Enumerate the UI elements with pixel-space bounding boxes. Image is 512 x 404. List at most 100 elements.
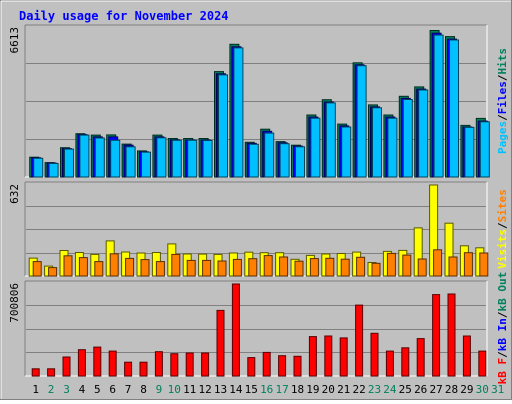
bar-kb-f-day-19	[308, 336, 317, 377]
x-tick-label-6: 6	[109, 383, 116, 396]
bar-kb-f-day-13	[216, 309, 225, 377]
bar-sites-day-20	[325, 257, 335, 277]
bar-sites-day-28	[448, 256, 458, 277]
kbytes-panel-area	[25, 281, 487, 376]
x-tick-label-5: 5	[94, 383, 101, 396]
bar-pages-day-11	[187, 139, 198, 178]
x-tick-label-13: 13	[214, 383, 227, 396]
x-tick-label-29: 29	[460, 383, 473, 396]
bar-sites-day-8	[140, 259, 150, 277]
bar-pages-day-22	[356, 65, 367, 178]
bar-sites-day-1	[32, 261, 42, 277]
legend-label-part: kB In	[496, 318, 509, 351]
bar-pages-day-25	[402, 99, 413, 178]
bar-kb-f-day-29	[462, 335, 471, 377]
bar-sites-day-6	[109, 253, 119, 277]
bar-sites-day-24	[386, 252, 396, 277]
bar-pages-day-3	[64, 148, 74, 178]
bar-pages-day-13	[218, 74, 228, 178]
x-tick-label-30: 30	[476, 383, 489, 396]
chart-title: Daily usage for November 2024	[19, 9, 229, 23]
legend-label-part: /	[496, 74, 509, 81]
bar-kb-f-day-18	[293, 355, 302, 377]
bar-sites-day-10	[171, 253, 181, 277]
bar-sites-day-18	[294, 260, 304, 277]
bar-pages-day-18	[295, 146, 305, 178]
bar-pages-day-14	[233, 47, 244, 178]
bar-kb-f-day-2	[47, 368, 56, 377]
bar-sites-day-2	[48, 267, 58, 277]
bar-sites-day-5	[94, 261, 104, 277]
legend-label-part: /	[496, 222, 509, 229]
bar-pages-day-29	[464, 126, 475, 178]
bar-sites-day-16	[263, 255, 273, 277]
x-tick-label-27: 27	[429, 383, 442, 396]
x-tick-label-1: 1	[32, 383, 39, 396]
y-max-label: 6613	[8, 27, 21, 54]
bar-sites-day-3	[63, 255, 73, 277]
bar-sites-day-21	[340, 258, 350, 277]
bar-pages-day-4	[79, 134, 90, 178]
x-tick-label-25: 25	[399, 383, 412, 396]
bar-kb-f-day-10	[170, 353, 179, 377]
series-legend-label: Visits/Sites	[496, 189, 509, 269]
x-tick-label-12: 12	[198, 383, 211, 396]
bar-sites-day-19	[309, 258, 319, 277]
x-tick-label-9: 9	[156, 383, 163, 396]
x-tick-label-28: 28	[445, 383, 458, 396]
x-tick-label-8: 8	[140, 383, 147, 396]
x-tick-label-3: 3	[63, 383, 70, 396]
chart-panels: 6613Pages/Files/Hits632Visits/Sites70080…	[8, 24, 509, 385]
x-tick-label-4: 4	[79, 383, 86, 396]
bar-pages-day-19	[310, 117, 321, 178]
bar-sites-day-4	[78, 257, 88, 277]
bar-sites-day-27	[433, 249, 443, 277]
bar-kb-f-day-20	[324, 335, 333, 377]
bar-sites-day-22	[356, 256, 366, 277]
bar-kb-f-day-22	[355, 304, 364, 377]
bar-kb-f-day-14	[231, 283, 240, 377]
bar-pages-day-12	[202, 140, 213, 178]
bar-sites-day-13	[217, 260, 227, 277]
bar-sites-day-23	[371, 262, 381, 277]
x-tick-label-16: 16	[260, 383, 273, 396]
x-tick-label-22: 22	[352, 383, 365, 396]
bar-pages-day-21	[341, 126, 352, 178]
x-tick-label-21: 21	[337, 383, 350, 396]
bar-pages-day-20	[325, 102, 336, 178]
x-tick-label-17: 17	[275, 383, 288, 396]
bar-kb-f-day-6	[108, 350, 117, 377]
y-max-label: 632	[8, 184, 21, 204]
bar-kb-f-day-1	[31, 368, 40, 377]
bar-kb-f-day-16	[262, 351, 271, 377]
x-tick-label-11: 11	[183, 383, 196, 396]
legend-label-part: Sites	[496, 189, 509, 222]
x-tick-label-31: 31	[491, 383, 504, 396]
bar-pages-day-30	[479, 121, 490, 178]
bar-kb-f-day-9	[154, 351, 163, 377]
x-tick-label-24: 24	[383, 383, 397, 396]
bar-pages-day-10	[171, 139, 182, 178]
bar-pages-day-7	[125, 146, 136, 178]
legend-label-part: Files	[496, 81, 509, 114]
bar-kb-f-day-28	[447, 293, 456, 377]
x-tick-label-23: 23	[368, 383, 381, 396]
bar-sites-day-9	[155, 261, 165, 277]
bar-pages-day-15	[248, 143, 259, 178]
bar-pages-day-28	[449, 39, 459, 178]
bar-pages-day-24	[387, 117, 398, 178]
bar-sites-day-11	[186, 259, 196, 277]
bar-pages-day-8	[141, 151, 151, 178]
legend-label-part: Hits	[496, 48, 509, 75]
bar-sites-day-7	[125, 257, 135, 277]
bar-kb-f-day-17	[278, 355, 287, 377]
legend-label-part: kB F	[496, 358, 509, 385]
bar-kb-f-day-23	[370, 332, 379, 377]
x-tick-label-18: 18	[291, 383, 304, 396]
series-legend-label: Pages/Files/Hits	[496, 48, 509, 154]
legend-label-part: Pages	[496, 121, 509, 154]
bar-pages-day-9	[156, 137, 167, 178]
x-tick-label-26: 26	[414, 383, 427, 396]
